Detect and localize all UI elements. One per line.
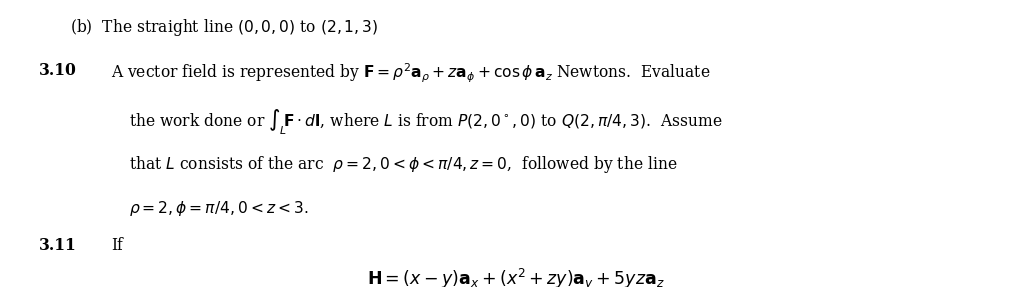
Text: that $L$ consists of the arc  $\rho = 2, 0 < \phi < \pi/4, z = 0$,  followed by : that $L$ consists of the arc $\rho = 2, … bbox=[129, 154, 677, 174]
Text: If: If bbox=[111, 237, 123, 254]
Text: A vector field is represented by $\mathbf{F} = \rho^2\mathbf{a}_{\rho} + z\mathb: A vector field is represented by $\mathb… bbox=[111, 62, 711, 85]
Text: $\rho = 2, \phi = \pi/4, 0 < z < 3.$: $\rho = 2, \phi = \pi/4, 0 < z < 3.$ bbox=[129, 199, 309, 218]
Text: (b)  The straight line $(0, 0, 0)$ to $(2, 1, 3)$: (b) The straight line $(0, 0, 0)$ to $(2… bbox=[70, 17, 379, 38]
Text: 3.10: 3.10 bbox=[39, 62, 77, 79]
Text: 3.11: 3.11 bbox=[39, 237, 77, 254]
Text: $\mathbf{H} = (x - y)\mathbf{a}_{x} + (x^2 + zy)\mathbf{a}_{y} + 5yz\mathbf{a}_{: $\mathbf{H} = (x - y)\mathbf{a}_{x} + (x… bbox=[367, 267, 665, 287]
Text: the work done or $\int_L\!\mathbf{F}\cdot d\mathbf{l}$, where $L$ is from $P(2, : the work done or $\int_L\!\mathbf{F}\cdo… bbox=[129, 108, 722, 137]
